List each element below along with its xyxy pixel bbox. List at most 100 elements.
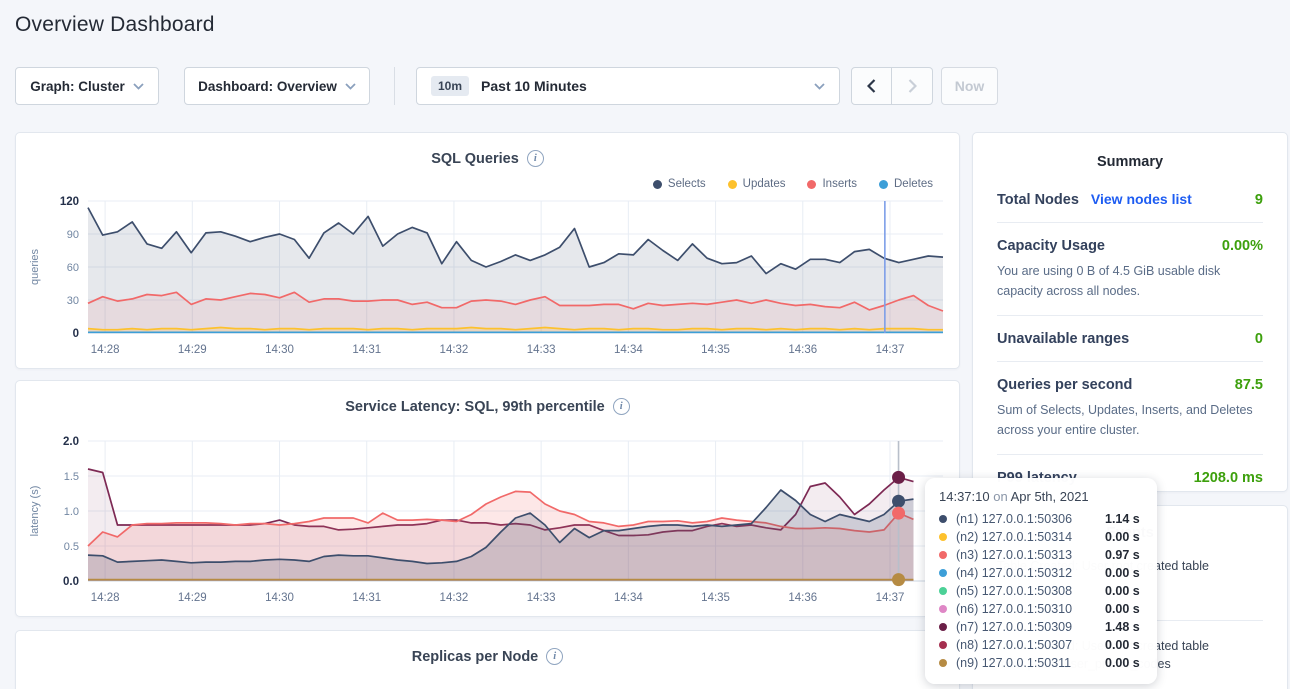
svg-text:queries: queries (29, 248, 41, 285)
summary-row: Queries per second87.5Sum of Selects, Up… (997, 362, 1263, 455)
replicas-per-node-card: Replicas per Node i (15, 630, 960, 689)
time-nav-buttons (851, 67, 933, 105)
tooltip-row: (n3) 127.0.0.1:503130.97 s (939, 546, 1143, 564)
tooltip-row: (n7) 127.0.0.1:50309 1.48 s (939, 618, 1143, 636)
svg-text:14:36: 14:36 (788, 592, 817, 604)
legend-label: Selects (668, 178, 706, 190)
svg-text:14:37: 14:37 (876, 592, 905, 604)
summary-row: Unavailable ranges0 (997, 316, 1263, 362)
svg-text:14:29: 14:29 (178, 592, 207, 604)
tooltip-node-value: 0.00 s (1105, 638, 1140, 652)
summary-row-subtext: Sum of Selects, Updates, Inserts, and De… (997, 400, 1263, 440)
summary-row-label: Total Nodes (997, 192, 1079, 208)
svg-text:14:36: 14:36 (788, 344, 817, 356)
svg-text:120: 120 (60, 196, 79, 208)
node-color-dot-icon (939, 551, 947, 559)
legend-dot-icon (807, 180, 816, 189)
svg-text:2.0: 2.0 (63, 436, 79, 448)
now-button[interactable]: Now (941, 67, 998, 105)
node-color-dot-icon (939, 569, 947, 577)
tooltip-node-value: 0.00 s (1105, 566, 1140, 580)
page-title: Overview Dashboard (15, 13, 215, 37)
toolbar: Graph: Cluster Dashboard: Overview 10m P… (0, 67, 1290, 105)
tooltip-node-value: 1.14 s (1105, 512, 1140, 526)
view-nodes-list-link[interactable]: View nodes list (1091, 191, 1192, 207)
svg-text:14:31: 14:31 (352, 344, 381, 356)
chart-tooltip: 14:37:10 on Apr 5th, 2021 (n1) 127.0.0.1… (925, 478, 1157, 684)
summary-row: Capacity Usage0.00%You are using 0 B of … (997, 223, 1263, 316)
time-range-picker[interactable]: 10m Past 10 Minutes (416, 67, 840, 105)
service-latency-chart[interactable]: 14:2814:2914:3014:3114:3214:3314:3414:35… (24, 431, 953, 609)
summary-row-top: Total NodesView nodes list9 (997, 191, 1263, 208)
svg-text:0.5: 0.5 (64, 541, 79, 553)
summary-row-label: Unavailable ranges (997, 331, 1129, 347)
legend-item-deletes[interactable]: Deletes (879, 178, 933, 190)
info-icon[interactable]: i (613, 398, 630, 415)
info-icon[interactable]: i (527, 150, 544, 167)
sql-queries-legend: Selects Updates Inserts Deletes (653, 178, 933, 190)
node-color-dot-icon (939, 533, 947, 541)
time-next-button[interactable] (892, 67, 933, 105)
time-range-badge: 10m (431, 76, 469, 96)
node-color-dot-icon (939, 659, 947, 667)
summary-row-subtext: You are using 0 B of 4.5 GiB usable disk… (997, 261, 1263, 301)
node-color-dot-icon (939, 605, 947, 613)
tooltip-node-label: (n7) 127.0.0.1:50309 (956, 620, 1096, 634)
summary-body: Total NodesView nodes list9Capacity Usag… (973, 170, 1287, 500)
tooltip-node-label: (n4) 127.0.0.1:50312 (956, 566, 1096, 580)
tooltip-node-value: 0.00 s (1105, 584, 1140, 598)
tooltip-node-label: (n9) 127.0.0.1:50311 (956, 656, 1096, 670)
svg-text:0: 0 (73, 328, 79, 340)
svg-text:14:32: 14:32 (440, 344, 469, 356)
service-latency-title: Service Latency: SQL, 99th percentile (345, 399, 605, 415)
svg-text:14:29: 14:29 (178, 344, 207, 356)
legend-label: Updates (743, 178, 786, 190)
tooltip-node-label: (n3) 127.0.0.1:50313 (956, 548, 1096, 562)
summary-row-top: Unavailable ranges0 (997, 331, 1263, 347)
node-color-dot-icon (939, 587, 947, 595)
legend-item-selects[interactable]: Selects (653, 178, 706, 190)
replicas-per-node-title: Replicas per Node (412, 649, 539, 665)
svg-text:14:30: 14:30 (265, 344, 294, 356)
toolbar-divider (394, 67, 395, 105)
summary-title: Summary (973, 133, 1287, 170)
chevron-right-icon (908, 79, 917, 93)
svg-text:14:31: 14:31 (352, 592, 381, 604)
tooltip-row: (n5) 127.0.0.1:503080.00 s (939, 582, 1143, 600)
svg-text:14:34: 14:34 (614, 344, 643, 356)
tooltip-row: (n9) 127.0.0.1:503110.00 s (939, 654, 1143, 672)
graph-dropdown[interactable]: Graph: Cluster (15, 67, 159, 105)
svg-text:90: 90 (67, 229, 79, 241)
sql-queries-chart[interactable]: 14:2814:2914:3014:3114:3214:3314:3414:35… (24, 191, 953, 361)
tooltip-node-label: (n6) 127.0.0.1:50310 (956, 602, 1096, 616)
svg-text:14:28: 14:28 (91, 592, 120, 604)
tooltip-row: (n4) 127.0.0.1:50312 0.00 s (939, 564, 1143, 582)
tooltip-node-value: 0.00 s (1105, 602, 1140, 616)
legend-dot-icon (879, 180, 888, 189)
chevron-down-icon (814, 83, 825, 90)
node-color-dot-icon (939, 515, 947, 523)
legend-item-updates[interactable]: Updates (728, 178, 786, 190)
svg-text:14:34: 14:34 (614, 592, 643, 604)
svg-text:1.5: 1.5 (64, 471, 79, 483)
overview-dashboard-page: Overview Dashboard Graph: Cluster Dashbo… (0, 0, 1290, 689)
summary-row-label: Capacity Usage (997, 238, 1105, 254)
tooltip-row: (n6) 127.0.0.1:50310 0.00 s (939, 600, 1143, 618)
info-icon[interactable]: i (546, 648, 563, 665)
summary-row-value: 1208.0 ms (1194, 470, 1263, 486)
tooltip-node-value: 1.48 s (1105, 620, 1140, 634)
legend-item-inserts[interactable]: Inserts (807, 178, 857, 190)
svg-text:latency (s): latency (s) (29, 486, 41, 537)
tooltip-node-label: (n8) 127.0.0.1:50307 (956, 638, 1096, 652)
tooltip-row: (n8) 127.0.0.1:50307 0.00 s (939, 636, 1143, 654)
svg-text:14:33: 14:33 (527, 344, 556, 356)
summary-card: Summary Total NodesView nodes list9Capac… (972, 132, 1288, 492)
chevron-down-icon (133, 83, 144, 90)
tooltip-node-label: (n1) 127.0.0.1:50306 (956, 512, 1096, 526)
sql-queries-card: SQL Queries i SelectsUpdatesInsertsDelet… (15, 132, 960, 369)
svg-text:14:32: 14:32 (440, 592, 469, 604)
node-color-dot-icon (939, 641, 947, 649)
time-prev-button[interactable] (851, 67, 892, 105)
graph-dropdown-label: Graph: Cluster (30, 79, 125, 94)
dashboard-dropdown[interactable]: Dashboard: Overview (184, 67, 370, 105)
